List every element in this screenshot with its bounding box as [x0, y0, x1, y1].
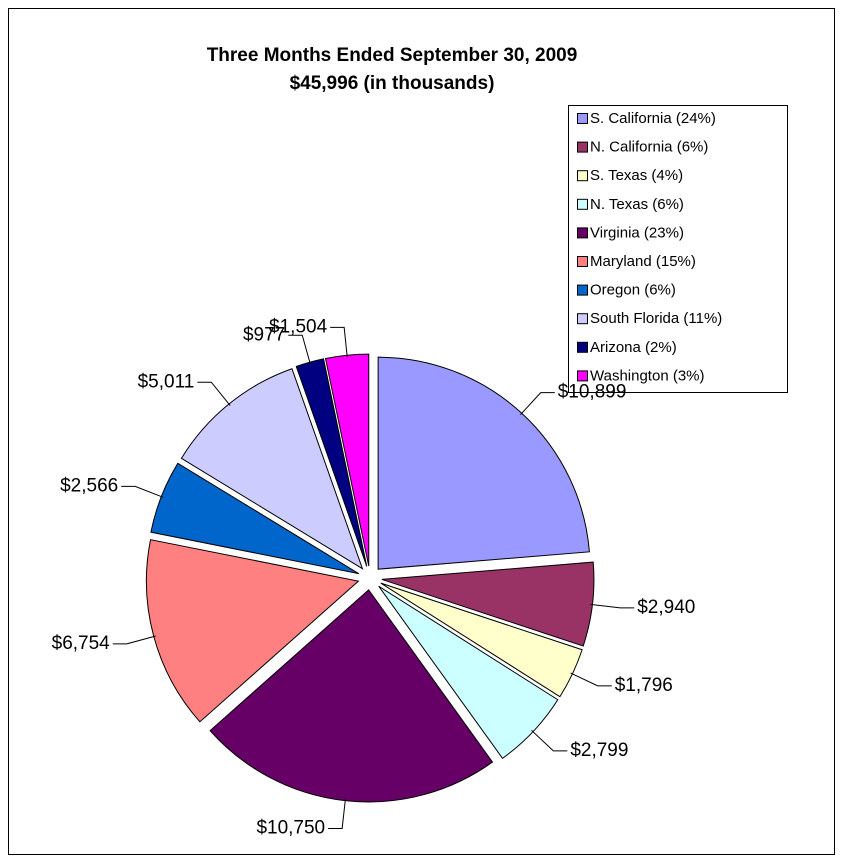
data-label: $5,011: [138, 371, 195, 392]
leader-line: [330, 326, 348, 358]
legend-swatch: [577, 141, 588, 153]
data-label: $2,566: [60, 475, 118, 496]
leader-line: [570, 672, 612, 687]
chart-subtitle: $45,996 (in thousands): [290, 73, 495, 94]
data-label: $2,940: [637, 597, 695, 618]
legend-swatch: [577, 227, 588, 239]
data-label: $10,750: [256, 817, 325, 838]
legend-swatch: [577, 313, 588, 325]
leader-line: [197, 381, 231, 406]
legend-label: S. Texas (4%): [590, 167, 683, 184]
data-label: $1,796: [615, 675, 673, 696]
leader-line: [590, 603, 635, 609]
legend-swatch: [577, 341, 588, 353]
legend-label: Maryland (15%): [590, 253, 696, 270]
legend-swatch: [577, 198, 588, 210]
legend-label: Washington (3%): [590, 367, 705, 384]
legend-swatch: [577, 256, 588, 267]
legend-label: South Florida (11%): [590, 310, 722, 327]
legend-swatch: [577, 170, 588, 182]
legend-label: S. California (24%): [590, 110, 716, 127]
legend-label: Oregon (6%): [590, 282, 676, 299]
leader-line: [112, 635, 156, 645]
legend-swatch: [577, 284, 588, 296]
legend-label: N. California (6%): [590, 139, 708, 156]
data-label: $6,754: [52, 633, 111, 654]
leader-line: [121, 485, 164, 498]
data-label: $1,504: [269, 316, 328, 337]
legend-label: Arizona (2%): [590, 339, 677, 356]
leader-line: [288, 334, 311, 365]
leader-line: [531, 729, 568, 752]
data-label: $977: [243, 324, 285, 345]
chart-title: Three Months Ended September 30, 2009: [207, 45, 578, 66]
legend-swatch: [577, 370, 588, 382]
data-label: $10,899: [558, 382, 627, 403]
legend-label: N. Texas (6%): [590, 196, 684, 213]
legend-box: [568, 105, 788, 393]
leader-line: [520, 392, 555, 416]
legend-swatch: [577, 113, 588, 124]
legend-label: Virginia (23%): [590, 224, 684, 241]
data-label: $2,799: [570, 740, 628, 761]
leader-line: [328, 798, 346, 829]
